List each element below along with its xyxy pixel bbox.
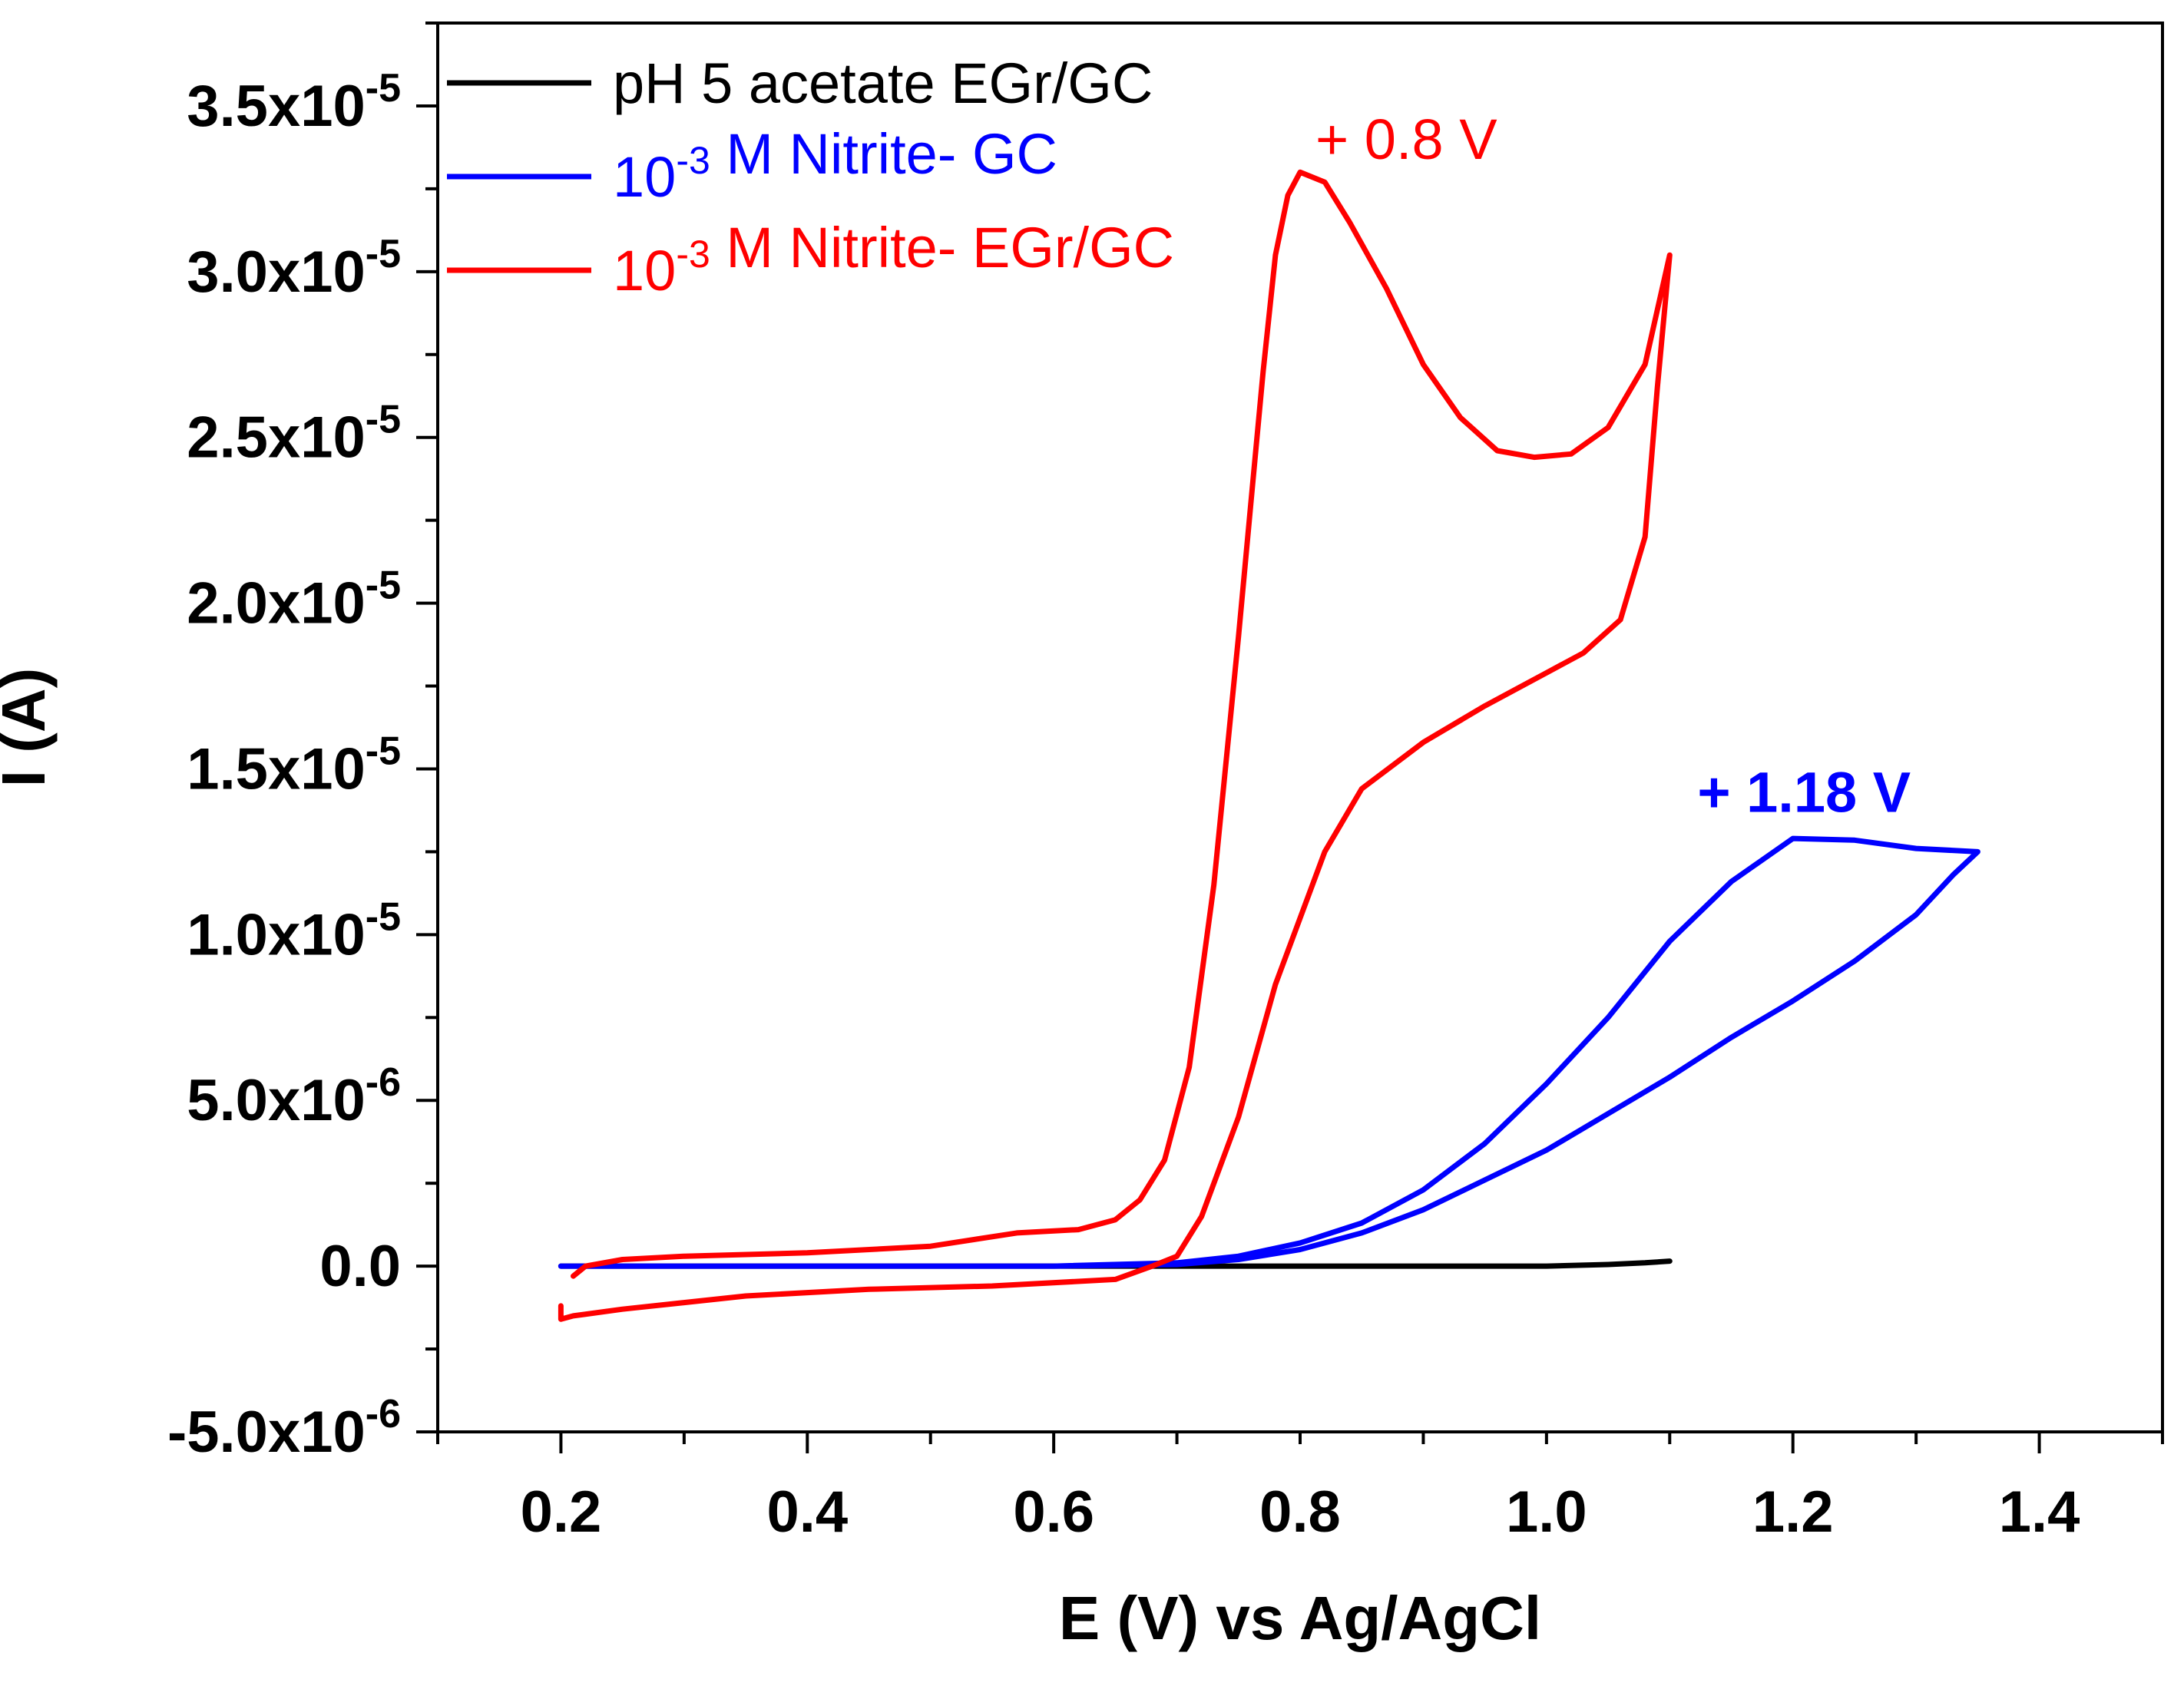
y-tick-label: 3.0x10-5 bbox=[187, 232, 401, 305]
y-tick-label: 1.5x10-5 bbox=[187, 729, 401, 802]
legend-label: 10-3 M Nitrite- EGr/GC bbox=[613, 216, 1174, 302]
x-axis-title: E (V) vs Ag/AgCl bbox=[1059, 1584, 1541, 1652]
y-tick-label: 2.5x10-5 bbox=[187, 398, 401, 471]
y-tick-label: 1.0x10-5 bbox=[187, 894, 401, 967]
y-tick-label: 3.5x10-5 bbox=[187, 66, 401, 139]
y-tick-label: 5.0x10-6 bbox=[187, 1060, 401, 1133]
series-layer bbox=[558, 169, 1980, 1322]
y-tick-label: -5.0x10-6 bbox=[167, 1392, 401, 1465]
legend-label: 10-3 M Nitrite- GC bbox=[613, 122, 1057, 209]
y-tick-label: 2.0x10-5 bbox=[187, 564, 401, 636]
legend: pH 5 acetate EGr/GC 10-3 M Nitrite- GC10-… bbox=[447, 51, 1174, 302]
y-tick-label: 0.0 bbox=[319, 1234, 401, 1299]
annotations: + 0.8 V + 1.18 V bbox=[1315, 107, 1911, 825]
y-axis: -5.0x10-6 0.0 5.0x10-6 1.0x10-5 1.5x10-5 2.0x… bbox=[167, 21, 438, 1465]
x-tick-label: 0.4 bbox=[766, 1479, 848, 1545]
x-tick-label: 1.4 bbox=[1999, 1479, 2080, 1545]
x-tick-label: 1.2 bbox=[1752, 1479, 1834, 1545]
x-tick-label: 0.6 bbox=[1013, 1479, 1094, 1545]
y-axis-title: I (A) bbox=[0, 668, 58, 788]
x-tick-label: 1.0 bbox=[1506, 1479, 1587, 1545]
legend-label: pH 5 acetate EGr/GC bbox=[613, 51, 1153, 115]
series-line bbox=[558, 169, 1673, 1322]
peak-annotation: + 0.8 V bbox=[1315, 107, 1497, 171]
peak-annotation: + 1.18 V bbox=[1697, 761, 1911, 825]
series-line bbox=[558, 835, 1980, 1269]
x-tick-label: 0.8 bbox=[1259, 1479, 1341, 1545]
x-axis: 0.2 0.4 0.6 0.8 1.0 1.2 1.4 bbox=[436, 1432, 2164, 1545]
x-tick-label: 0.2 bbox=[521, 1479, 602, 1545]
